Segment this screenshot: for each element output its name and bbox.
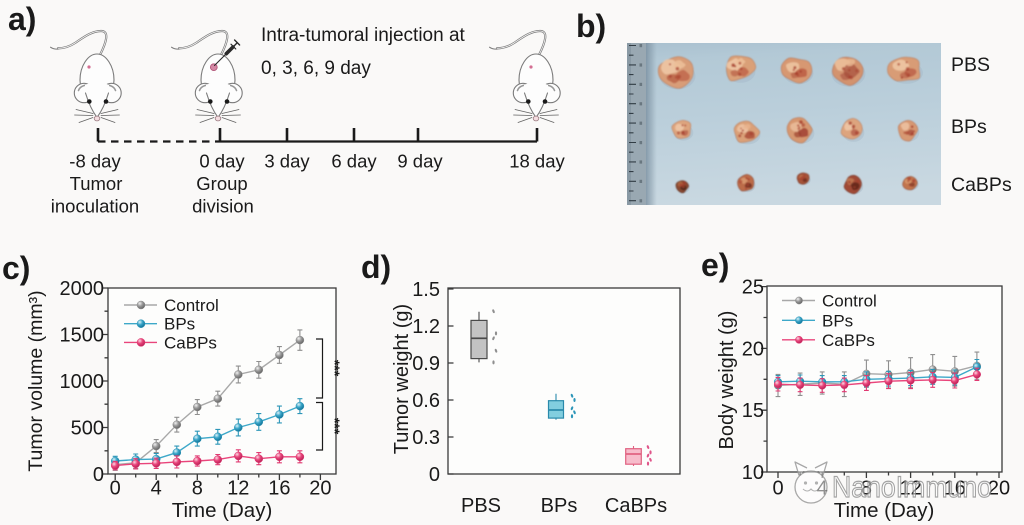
svg-text:0.3: 0.3 [412, 427, 440, 449]
svg-text:Control: Control [164, 296, 219, 315]
svg-text:16: 16 [268, 478, 290, 500]
svg-text:1000: 1000 [60, 371, 105, 393]
svg-text:Group: Group [196, 173, 247, 194]
svg-text:0, 3, 6, 9 day: 0, 3, 6, 9 day [261, 58, 371, 79]
svg-text:20: 20 [309, 478, 331, 500]
svg-text:0: 0 [772, 478, 783, 500]
svg-text:inoculation: inoculation [51, 196, 139, 217]
svg-text:Time (Day): Time (Day) [172, 499, 273, 522]
svg-text:Intra-tumoral injection at: Intra-tumoral injection at [261, 25, 466, 46]
svg-text:BPs: BPs [541, 495, 578, 517]
svg-text:Time (Day): Time (Day) [834, 499, 935, 522]
svg-text:1.2: 1.2 [412, 316, 440, 338]
svg-text:***: *** [327, 418, 343, 435]
svg-text:0.9: 0.9 [412, 353, 440, 375]
svg-text:9 day: 9 day [397, 151, 443, 172]
svg-text:0 day: 0 day [199, 151, 245, 172]
svg-text:8: 8 [861, 478, 872, 500]
svg-text:3 day: 3 day [264, 151, 310, 172]
svg-text:-8 day: -8 day [69, 151, 121, 172]
svg-text:Body weight (g): Body weight (g) [716, 311, 738, 450]
svg-text:0.6: 0.6 [412, 390, 440, 412]
svg-text:CaBPs: CaBPs [951, 174, 1012, 196]
svg-text:18 day: 18 day [509, 151, 565, 172]
svg-text:b): b) [576, 8, 606, 44]
svg-text:CaBPs: CaBPs [605, 495, 667, 517]
svg-text:25: 25 [742, 277, 764, 299]
svg-text:0: 0 [110, 478, 121, 500]
svg-text:CaBPs: CaBPs [164, 333, 217, 352]
svg-text:PBS: PBS [461, 495, 501, 517]
svg-text:Tumor volume (mm³): Tumor volume (mm³) [25, 290, 47, 471]
svg-text:0: 0 [429, 464, 440, 486]
svg-text:500: 500 [71, 418, 104, 440]
svg-text:20: 20 [742, 338, 764, 360]
svg-text:12: 12 [227, 478, 249, 500]
svg-text:***: *** [327, 360, 343, 377]
svg-text:d): d) [361, 249, 391, 285]
svg-text:NanoImmuno: NanoImmuno [832, 471, 992, 504]
svg-text:CaBPs: CaBPs [822, 331, 875, 350]
svg-text:c): c) [2, 250, 30, 286]
svg-text:4: 4 [151, 478, 162, 500]
svg-text:BPs: BPs [822, 311, 853, 330]
svg-text:20: 20 [988, 478, 1010, 500]
svg-text:PBS: PBS [951, 54, 990, 76]
svg-text:a): a) [8, 1, 36, 37]
svg-text:1.5: 1.5 [412, 279, 440, 301]
svg-text:Control: Control [822, 292, 877, 311]
svg-text:BPs: BPs [951, 116, 987, 138]
svg-text:6 day: 6 day [331, 151, 377, 172]
svg-text:0: 0 [93, 464, 104, 486]
svg-text:2000: 2000 [60, 278, 105, 300]
svg-text:10: 10 [742, 462, 764, 484]
svg-text:Tumor: Tumor [70, 173, 123, 194]
svg-text:16: 16 [944, 478, 966, 500]
svg-text:BPs: BPs [164, 315, 195, 334]
svg-text:1500: 1500 [60, 325, 105, 347]
svg-text:8: 8 [192, 478, 203, 500]
svg-text:Tumor weight (g): Tumor weight (g) [391, 304, 413, 454]
svg-text:e): e) [701, 247, 729, 283]
svg-text:division: division [192, 196, 254, 217]
svg-text:12: 12 [899, 478, 921, 500]
svg-text:15: 15 [742, 400, 764, 422]
